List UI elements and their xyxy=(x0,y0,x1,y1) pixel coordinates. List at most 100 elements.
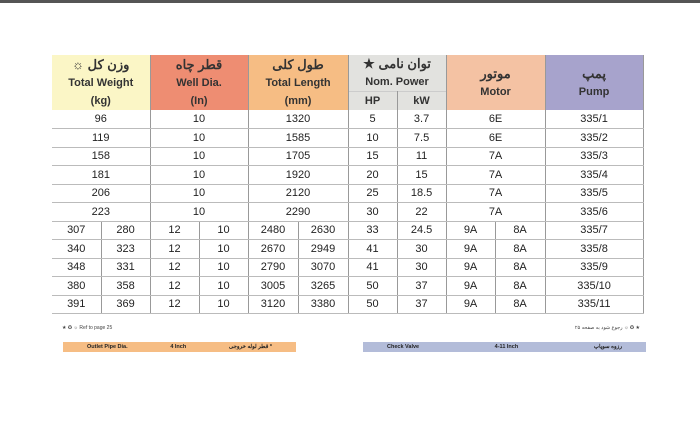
weight-fa: ☼ وزن کل xyxy=(72,56,130,72)
well-cell: 12 xyxy=(150,295,200,314)
well-cell: 10 xyxy=(150,128,249,148)
pump-cell: 335/6 xyxy=(545,202,644,222)
weight-cell: 181 xyxy=(52,165,151,185)
motor-cell: 9A xyxy=(446,295,496,314)
weight-unit: (kg) xyxy=(90,94,111,107)
motor-en: Motor xyxy=(480,85,511,98)
table-row: 380 358 12 10 3005 3265 50 37 9A 8A 335/10 xyxy=(52,276,644,296)
motor-cell: 9A xyxy=(446,258,496,277)
well-cell: 10 xyxy=(199,258,249,277)
well-cell: 10 xyxy=(150,202,249,222)
weight-cell: 119 xyxy=(52,128,151,148)
kw-cell: 3.7 xyxy=(397,110,447,129)
kw-cell: 7.5 xyxy=(397,128,447,148)
weight-cell: 223 xyxy=(52,202,151,222)
hp-cell: 5 xyxy=(348,110,398,129)
motor-fa: موتور xyxy=(480,65,511,81)
header-well: قطر چاه Well Dia. (In) xyxy=(150,55,249,110)
motor-cell: 8A xyxy=(495,276,546,296)
well-fa: قطر چاه xyxy=(175,56,223,72)
kw-cell: 30 xyxy=(397,239,447,259)
motor-cell: 9A xyxy=(446,239,496,259)
kw-cell: 22 xyxy=(397,202,447,222)
pump-spec-table: ☼ وزن کل Total Weight (kg) قطر چاه Well Dia… xyxy=(52,55,644,314)
pump-cell: 335/5 xyxy=(545,184,644,203)
ref-note-fa: ★ ✪ ☼ رجوع شود به صفحه ۲۵ xyxy=(574,325,640,331)
length-cell: 2630 xyxy=(298,221,349,240)
weight-cell: 280 xyxy=(101,221,151,240)
check-valve-bar: Check Valve 4-11 Inch رزوه سوپاپ xyxy=(363,342,646,352)
well-cell: 10 xyxy=(150,165,249,185)
valve-label-fa: رزوه سوپاپ xyxy=(593,344,622,350)
table-row: 206 10 2120 25 18.5 7A 335/5 xyxy=(52,184,644,203)
pump-cell: 335/10 xyxy=(545,276,644,296)
power-en: Nom. Power xyxy=(365,76,429,88)
pump-cell: 335/11 xyxy=(545,295,644,314)
length-cell: 2949 xyxy=(298,239,349,259)
top-border xyxy=(0,0,700,3)
hp-cell: 50 xyxy=(348,276,398,296)
well-cell: 10 xyxy=(199,295,249,314)
kw-cell: 24.5 xyxy=(397,221,447,240)
table-row: 340 323 12 10 2670 2949 41 30 9A 8A 335/8 xyxy=(52,239,644,259)
length-cell: 1705 xyxy=(248,147,349,166)
pump-cell: 335/7 xyxy=(545,221,644,240)
weight-cell: 323 xyxy=(101,239,151,259)
length-unit: (mm) xyxy=(284,94,312,107)
header-pump: پمپ Pump xyxy=(545,55,644,110)
table-row: 119 10 1585 10 7.5 6E 335/2 xyxy=(52,128,644,148)
motor-cell: 8A xyxy=(495,258,546,277)
header-kw: kW xyxy=(397,91,447,110)
length-cell: 2670 xyxy=(248,239,299,259)
pump-cell: 335/9 xyxy=(545,258,644,277)
pump-cell: 335/2 xyxy=(545,128,644,148)
table-row: 96 10 1320 5 3.7 6E 335/1 xyxy=(52,110,644,129)
weight-cell: 158 xyxy=(52,147,151,166)
length-cell: 3380 xyxy=(298,295,349,314)
header-length: طول کلی Total Length (mm) xyxy=(248,55,349,110)
weight-cell: 369 xyxy=(101,295,151,314)
ref-note-en: ★ ✪ ☼ Ref to page 25 xyxy=(62,325,113,331)
well-cell: 12 xyxy=(150,239,200,259)
hp-cell: 50 xyxy=(348,295,398,314)
pump-cell: 335/3 xyxy=(545,147,644,166)
weight-en: Total Weight xyxy=(68,76,134,89)
hp-cell: 41 xyxy=(348,258,398,277)
weight-cell: 348 xyxy=(52,258,102,277)
motor-cell: 6E xyxy=(446,110,546,129)
weight-cell: 380 xyxy=(52,276,102,296)
pump-en: Pump xyxy=(578,85,610,98)
length-cell: 3070 xyxy=(298,258,349,277)
kw-cell: 37 xyxy=(397,276,447,296)
header-motor: موتور Motor xyxy=(446,55,546,110)
length-cell: 1320 xyxy=(248,110,349,129)
length-cell: 1920 xyxy=(248,165,349,185)
motor-cell: 7A xyxy=(446,147,546,166)
well-cell: 10 xyxy=(150,110,249,129)
length-fa: طول کلی xyxy=(272,56,324,72)
well-cell: 10 xyxy=(199,221,249,240)
outlet-pipe-bar: Outlet Pipe Dia. 4 Inch قطر لوله خروجی * xyxy=(63,342,296,352)
table-row: 348 331 12 10 2790 3070 41 30 9A 8A 335/9 xyxy=(52,258,644,277)
table-row: 223 10 2290 30 22 7A 335/6 xyxy=(52,202,644,222)
kw-cell: 11 xyxy=(397,147,447,166)
header-hp: HP xyxy=(348,91,398,110)
weight-cell: 96 xyxy=(52,110,151,129)
length-cell: 3265 xyxy=(298,276,349,296)
motor-cell: 8A xyxy=(495,239,546,259)
hp-cell: 10 xyxy=(348,128,398,148)
weight-cell: 340 xyxy=(52,239,102,259)
hp-cell: 33 xyxy=(348,221,398,240)
motor-cell: 6E xyxy=(446,128,546,148)
weight-cell: 391 xyxy=(52,295,102,314)
power-fa: ★ توان نامی xyxy=(363,56,431,71)
pump-cell: 335/4 xyxy=(545,165,644,185)
motor-cell: 9A xyxy=(446,221,496,240)
kw-cell: 18.5 xyxy=(397,184,447,203)
header-weight: ☼ وزن کل Total Weight (kg) xyxy=(52,55,151,110)
table-row: 391 369 12 10 3120 3380 50 37 9A 8A 335/11 xyxy=(52,295,644,314)
kw-cell: 15 xyxy=(397,165,447,185)
motor-cell: 7A xyxy=(446,184,546,203)
weight-cell: 331 xyxy=(101,258,151,277)
length-cell: 2480 xyxy=(248,221,299,240)
